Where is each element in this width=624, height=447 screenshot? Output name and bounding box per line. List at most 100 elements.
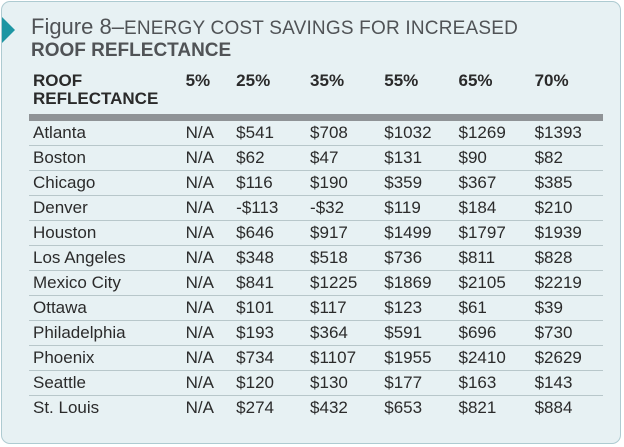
- cell-val-25pct: $348: [232, 245, 307, 271]
- cell-val-65pct: $2105: [454, 270, 531, 296]
- cell-city: Boston: [29, 145, 182, 171]
- table-row: Ottawa N/A $101 $117 $123 $61 $39: [29, 295, 603, 321]
- cell-val-55pct: $177: [380, 370, 455, 396]
- cell-val-5pct: N/A: [181, 145, 233, 171]
- cell-val-70pct: $385: [530, 170, 603, 196]
- cell-val-55pct: $591: [380, 320, 455, 346]
- cell-city: Los Angeles: [29, 245, 182, 271]
- cell-val-55pct: $119: [380, 195, 455, 221]
- cell-val-70pct: $884: [534, 398, 573, 417]
- cell-city: Mexico City: [29, 270, 182, 296]
- cell-val-55pct: $653: [384, 398, 423, 417]
- cell-val-55pct: $1032: [380, 117, 455, 146]
- cell-val-25pct: -$113: [232, 195, 307, 221]
- cell-val-65pct: $367: [454, 170, 531, 196]
- cell-val-55pct: $359: [380, 170, 455, 196]
- cell-val-65pct: $184: [454, 195, 531, 221]
- cell-city: St. Louis: [33, 398, 100, 417]
- table-row: Mexico City N/A $841 $1225 $1869 $2105 $2219: [29, 270, 603, 296]
- cell-val-5pct: N/A: [185, 398, 214, 417]
- cell-val-70pct: $2219: [530, 270, 603, 296]
- figure-title-line1: ENERGY COST SAVINGS FOR INCREASED: [123, 18, 519, 39]
- header-70pct: 70%: [534, 71, 569, 90]
- cell-val-65pct: $90: [454, 145, 531, 171]
- cell-val-35pct: $364: [306, 320, 381, 346]
- cell-city: Denver: [29, 195, 182, 221]
- cell-val-70pct: $1393: [530, 117, 603, 146]
- table-row: Atlanta N/A $541 $708 $1032 $1269 $1393: [29, 117, 603, 146]
- header-roof-reflectance: ROOF REFLECTANCE: [33, 71, 159, 108]
- table-row: Houston N/A $646 $917 $1499 $1797 $1939: [29, 220, 603, 246]
- header-25pct: 25%: [236, 71, 271, 90]
- cell-val-70pct: $2629: [530, 345, 603, 371]
- cell-val-65pct: $696: [454, 320, 531, 346]
- figure-label: Figure 8–: [31, 14, 124, 39]
- cell-val-70pct: $82: [530, 145, 603, 171]
- table-row: Philadelphia N/A $193 $364 $591 $696 $730: [29, 320, 603, 346]
- cell-val-5pct: N/A: [181, 295, 233, 321]
- cell-val-5pct: N/A: [181, 270, 233, 296]
- cell-val-25pct: $116: [232, 170, 307, 196]
- cell-val-65pct: $1269: [454, 117, 531, 146]
- table-row: St. Louis N/A $274 $432 $653 $821 $884: [29, 396, 603, 421]
- cell-val-35pct: $190: [306, 170, 381, 196]
- figure-title-line2: ROOF REFLECTANCE: [31, 40, 232, 61]
- table-row: Denver N/A -$113 -$32 $119 $184 $210: [29, 195, 603, 221]
- table-row: Los Angeles N/A $348 $518 $736 $811 $828: [29, 245, 603, 271]
- table-row: Boston N/A $62 $47 $131 $90 $82: [29, 145, 603, 171]
- cell-val-55pct: $1869: [380, 270, 455, 296]
- cell-val-65pct: $811: [454, 245, 531, 271]
- cell-val-65pct: $61: [454, 295, 531, 321]
- cell-val-25pct: $541: [232, 117, 307, 146]
- cell-city: Ottawa: [29, 295, 182, 321]
- cell-val-5pct: N/A: [181, 195, 233, 221]
- cell-val-70pct: $1939: [530, 220, 603, 246]
- cell-val-65pct: $821: [458, 398, 497, 417]
- cell-val-55pct: $131: [380, 145, 455, 171]
- cell-city: Phoenix: [29, 345, 182, 371]
- cell-city: Philadelphia: [29, 320, 182, 346]
- cell-val-35pct: $117: [306, 295, 381, 321]
- cell-val-55pct: $736: [380, 245, 455, 271]
- cell-val-25pct: $274: [236, 398, 274, 417]
- header-35pct: 35%: [310, 71, 345, 90]
- cell-val-55pct: $123: [380, 295, 455, 321]
- cell-val-35pct: $1107: [306, 345, 381, 371]
- cell-city: Chicago: [29, 170, 182, 196]
- cell-val-70pct: $828: [530, 245, 603, 271]
- cell-val-5pct: N/A: [181, 170, 233, 196]
- cell-val-5pct: N/A: [181, 117, 233, 146]
- cell-val-35pct: $47: [306, 145, 381, 171]
- cell-val-5pct: N/A: [181, 370, 233, 396]
- cell-val-55pct: $1499: [380, 220, 455, 246]
- cell-val-25pct: $193: [232, 320, 307, 346]
- cell-val-35pct: $708: [306, 117, 381, 146]
- cell-val-70pct: $210: [530, 195, 603, 221]
- table-row: Chicago N/A $116 $190 $359 $367 $385: [29, 170, 603, 196]
- energy-savings-table: ROOF REFLECTANCE 5% 25% 35% 55% 65% 70% …: [29, 72, 603, 420]
- cell-val-65pct: $1797: [454, 220, 531, 246]
- cell-val-5pct: N/A: [181, 320, 233, 346]
- cell-city: Atlanta: [29, 117, 182, 146]
- header-5pct: 5%: [185, 71, 211, 90]
- table-row: Seattle N/A $120 $130 $177 $163 $143: [29, 370, 603, 396]
- cell-val-35pct: $917: [306, 220, 381, 246]
- cell-val-5pct: N/A: [181, 220, 233, 246]
- cell-val-25pct: $62: [232, 145, 307, 171]
- table-body: Atlanta N/A $541 $708 $1032 $1269 $1393 Boston N…: [29, 117, 603, 421]
- cell-val-35pct: $432: [310, 398, 348, 417]
- cell-val-65pct: $2410: [454, 345, 531, 371]
- cell-val-35pct: -$32: [306, 195, 381, 221]
- cell-val-35pct: $130: [306, 370, 381, 396]
- cell-val-25pct: $120: [232, 370, 307, 396]
- cell-val-70pct: $143: [530, 370, 603, 396]
- cell-val-35pct: $1225: [306, 270, 381, 296]
- cell-val-70pct: $39: [530, 295, 603, 321]
- cell-val-25pct: $841: [232, 270, 307, 296]
- cell-city: Seattle: [29, 370, 182, 396]
- cell-val-55pct: $1955: [380, 345, 455, 371]
- cell-val-65pct: $163: [454, 370, 531, 396]
- cell-val-5pct: N/A: [181, 245, 233, 271]
- cell-val-25pct: $101: [232, 295, 307, 321]
